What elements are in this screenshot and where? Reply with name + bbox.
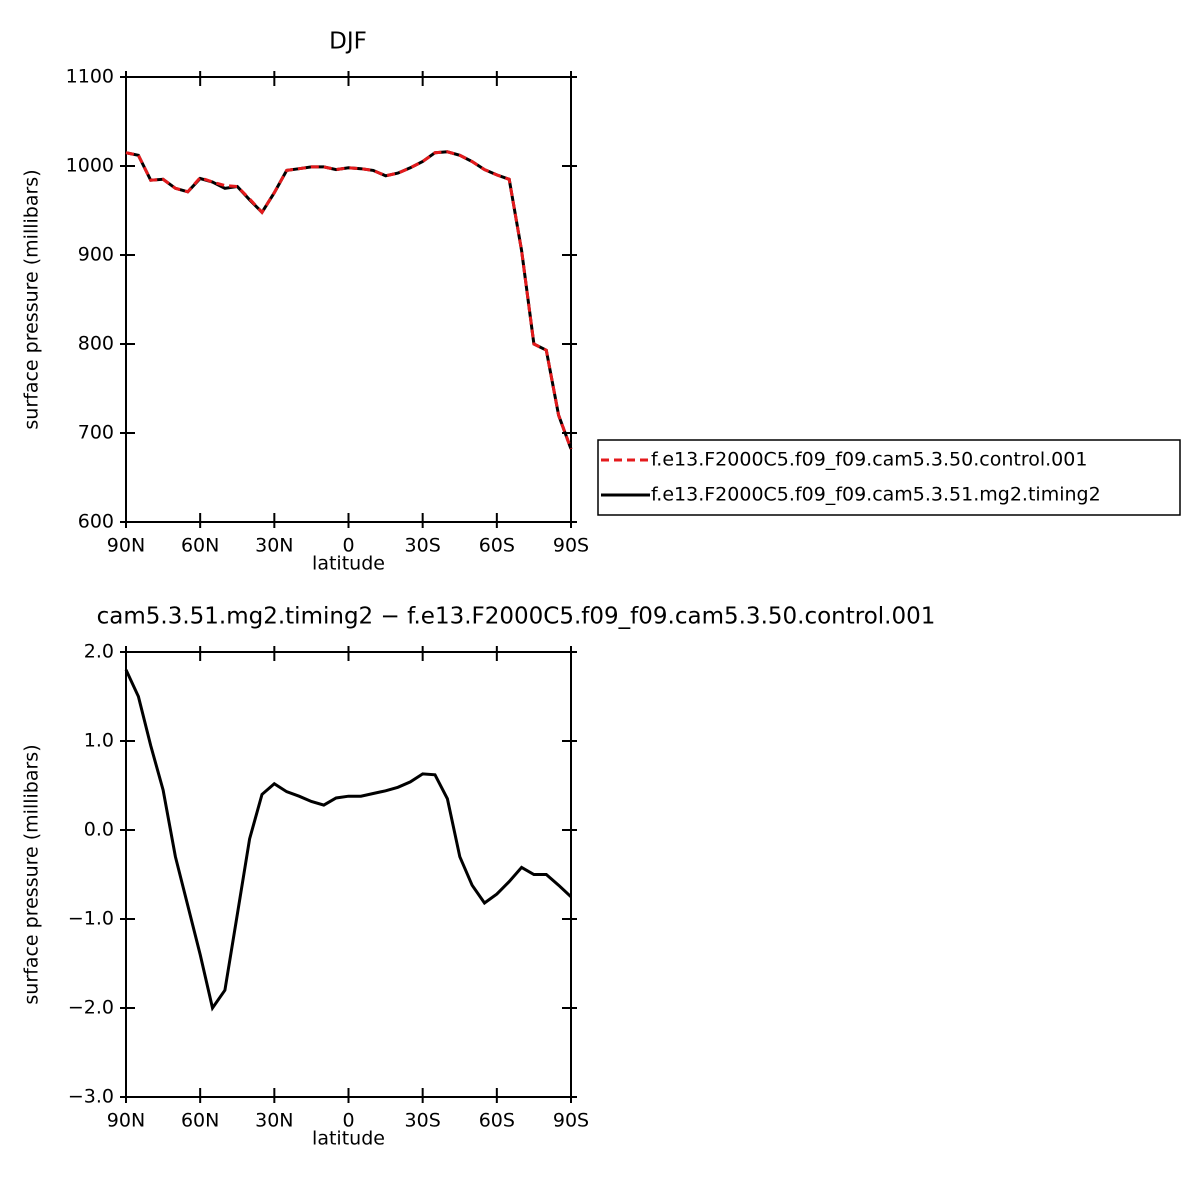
y-tick-label: −2.0 [68,997,114,1019]
x-axis-label: latitude [312,553,385,575]
chart-title: DJF [329,29,367,55]
y-tick-label: 800 [78,333,114,355]
y-tick-label: 1100 [66,66,114,88]
x-tick-label: 90N [107,1110,145,1132]
y-tick-label: 900 [78,244,114,266]
legend-label: f.e13.F2000C5.f09_f09.cam5.3.51.mg2.timi… [651,484,1101,506]
y-tick-label: 1.0 [84,730,114,752]
plot-frame [125,651,572,1098]
y-tick-label: 2.0 [84,641,114,663]
x-tick-label: 60S [479,535,515,557]
x-tick-label: 30S [405,535,441,557]
chart-title: cam5.3.51.mg2.timing2 − f.e13.F2000C5.f0… [97,604,936,630]
x-tick-label: 90S [553,535,589,557]
data-line [124,669,573,1012]
data-line [125,150,573,450]
x-axis-label: latitude [312,1128,385,1150]
y-tick-label: −3.0 [68,1086,114,1108]
x-tick-label: 60N [181,535,219,557]
legend-label: f.e13.F2000C5.f09_f09.cam5.3.50.control.… [651,449,1087,471]
y-tick-label: 700 [78,422,114,444]
y-tick-label: 0.0 [84,819,114,841]
y-tick-label: 600 [78,511,114,533]
plot-frame [125,76,572,523]
x-tick-label: 0 [342,1110,354,1132]
x-tick-label: 30N [255,535,293,557]
data-line [125,150,573,450]
y-tick-label: 1000 [66,155,114,177]
y-axis-label: surface pressure (millibars) [21,744,43,1004]
y-tick-label: −1.0 [68,908,114,930]
x-tick-label: 30S [405,1110,441,1132]
x-tick-label: 60S [479,1110,515,1132]
y-axis-label: surface pressure (millibars) [21,169,43,429]
x-tick-label: 30N [255,1110,293,1132]
x-tick-label: 90S [553,1110,589,1132]
legend-box [597,439,1181,516]
x-tick-label: 0 [342,535,354,557]
x-tick-label: 60N [181,1110,219,1132]
x-tick-label: 90N [107,535,145,557]
